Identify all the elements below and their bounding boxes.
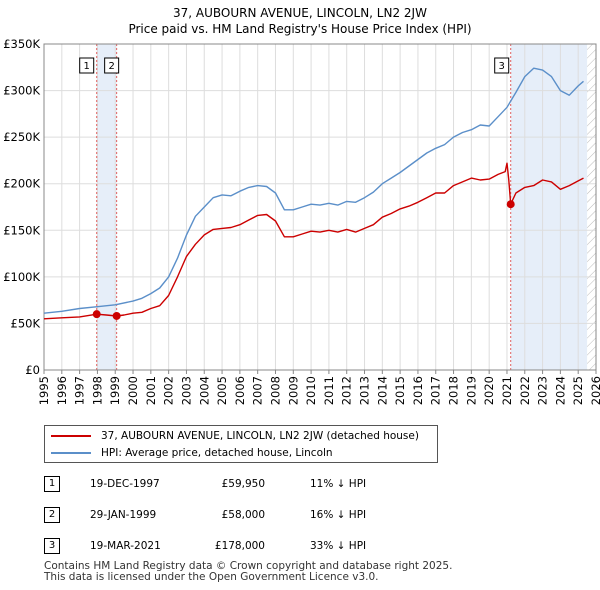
x-tick-label: 1998 [90,376,104,405]
sale-date: 19-MAR-2021 [90,540,161,552]
legend-label-property: 37, AUBOURN AVENUE, LINCOLN, LN2 2JW (de… [101,430,419,442]
x-tick-label: 2004 [197,376,211,405]
x-tick-label: 2013 [358,376,372,405]
x-tick-label: 2006 [233,376,247,405]
sale-number-box [494,57,510,74]
legend-item-hpi: HPI: Average price, detached house, Linc… [51,445,333,461]
sale-hpi-diff: 16% ↓ HPI [310,509,367,521]
sale-price: £59,950 [221,478,265,490]
x-tick-label: 2001 [144,376,158,405]
x-tick-label: 2012 [340,376,354,405]
x-tick-label: 2014 [375,376,389,405]
x-tick-label: 1997 [73,376,87,405]
x-tick-label: 1996 [55,376,69,405]
legend-swatch-property [51,435,91,437]
x-tick-label: 1999 [108,376,122,405]
sale-price: £178,000 [214,540,265,552]
y-tick-label: £250K [3,130,40,144]
highlight-span [96,44,117,370]
sale-date: 19-DEC-1997 [90,478,160,490]
legend-swatch-hpi [51,452,91,454]
y-tick-label: £100K [3,270,40,284]
sale-number-label: 2 [108,61,114,72]
footer-attribution: Contains HM Land Registry data © Crown c… [44,561,452,583]
series-line-property [43,162,584,320]
legend-item-property: 37, AUBOURN AVENUE, LINCOLN, LN2 2JW (de… [51,428,419,444]
sale-number-label: 1 [84,61,90,72]
x-tick-label: 2020 [482,376,496,405]
chart-title-line2: Price paid vs. HM Land Registry's House … [128,22,471,36]
forecast-hatch [587,44,596,370]
sale-point [112,311,121,320]
plot-area [44,44,596,370]
price-chart: 37, AUBOURN AVENUE, LINCOLN, LN2 2JW Pri… [3,6,600,405]
y-tick-label: £50K [11,316,41,330]
x-tick-label: 2024 [553,376,567,405]
sale-number-badge: 1 [44,476,60,492]
legend: 37, AUBOURN AVENUE, LINCOLN, LN2 2JW (de… [44,425,438,463]
y-tick-label: £150K [3,223,40,237]
x-tick-label: 2010 [304,376,318,405]
x-tick-label: 2008 [268,376,282,405]
y-tick-label: £200K [3,177,40,191]
sale-number-label: 3 [499,61,505,72]
y-tick-label: £0 [25,363,40,377]
highlight-span [510,44,588,370]
chart-title-line1: 37, AUBOURN AVENUE, LINCOLN, LN2 2JW [173,6,427,20]
x-tick-label: 2019 [464,376,478,405]
x-tick-label: 2023 [536,376,550,405]
sale-point [92,310,101,319]
y-tick-label: £300K [3,84,40,98]
x-tick-label: 2017 [429,376,443,405]
x-tick-label: 2011 [322,376,336,405]
table-row: 2 29-JAN-1999 £58,000 16% ↓ HPI [0,505,600,525]
x-tick-label: 2000 [126,376,140,405]
x-tick-label: 2018 [447,376,461,405]
sale-date: 29-JAN-1999 [90,509,157,521]
y-tick-label: £350K [3,37,40,51]
series-line-hpi [43,67,584,314]
sale-hpi-diff: 33% ↓ HPI [310,540,367,552]
x-tick-label: 2015 [393,376,407,405]
sale-number-box [104,57,120,74]
sale-number-box [79,57,95,74]
sale-number-badge: 2 [44,507,60,523]
x-tick-label: 1995 [37,376,51,405]
x-tick-label: 2009 [286,376,300,405]
x-tick-label: 2007 [251,376,265,405]
x-tick-label: 2025 [571,376,585,405]
x-tick-label: 2022 [518,376,532,405]
x-tick-label: 2016 [411,376,425,405]
plot-frame [43,43,597,371]
legend-label-hpi: HPI: Average price, detached house, Linc… [101,447,333,459]
table-row: 3 19-MAR-2021 £178,000 33% ↓ HPI [0,536,600,556]
x-tick-label: 2026 [589,376,600,405]
sale-hpi-diff: 11% ↓ HPI [310,478,367,490]
footer-line-2: This data is licensed under the Open Gov… [44,571,379,583]
table-row: 1 19-DEC-1997 £59,950 11% ↓ HPI [0,474,600,494]
x-tick-label: 2003 [179,376,193,405]
footer-line-1: Contains HM Land Registry data © Crown c… [44,560,453,572]
sale-number-badge: 3 [44,538,60,554]
sale-point [506,200,515,209]
x-tick-label: 2002 [162,376,176,405]
sale-price: £58,000 [221,509,265,521]
x-tick-label: 2005 [215,376,229,405]
x-tick-label: 2021 [500,376,514,405]
